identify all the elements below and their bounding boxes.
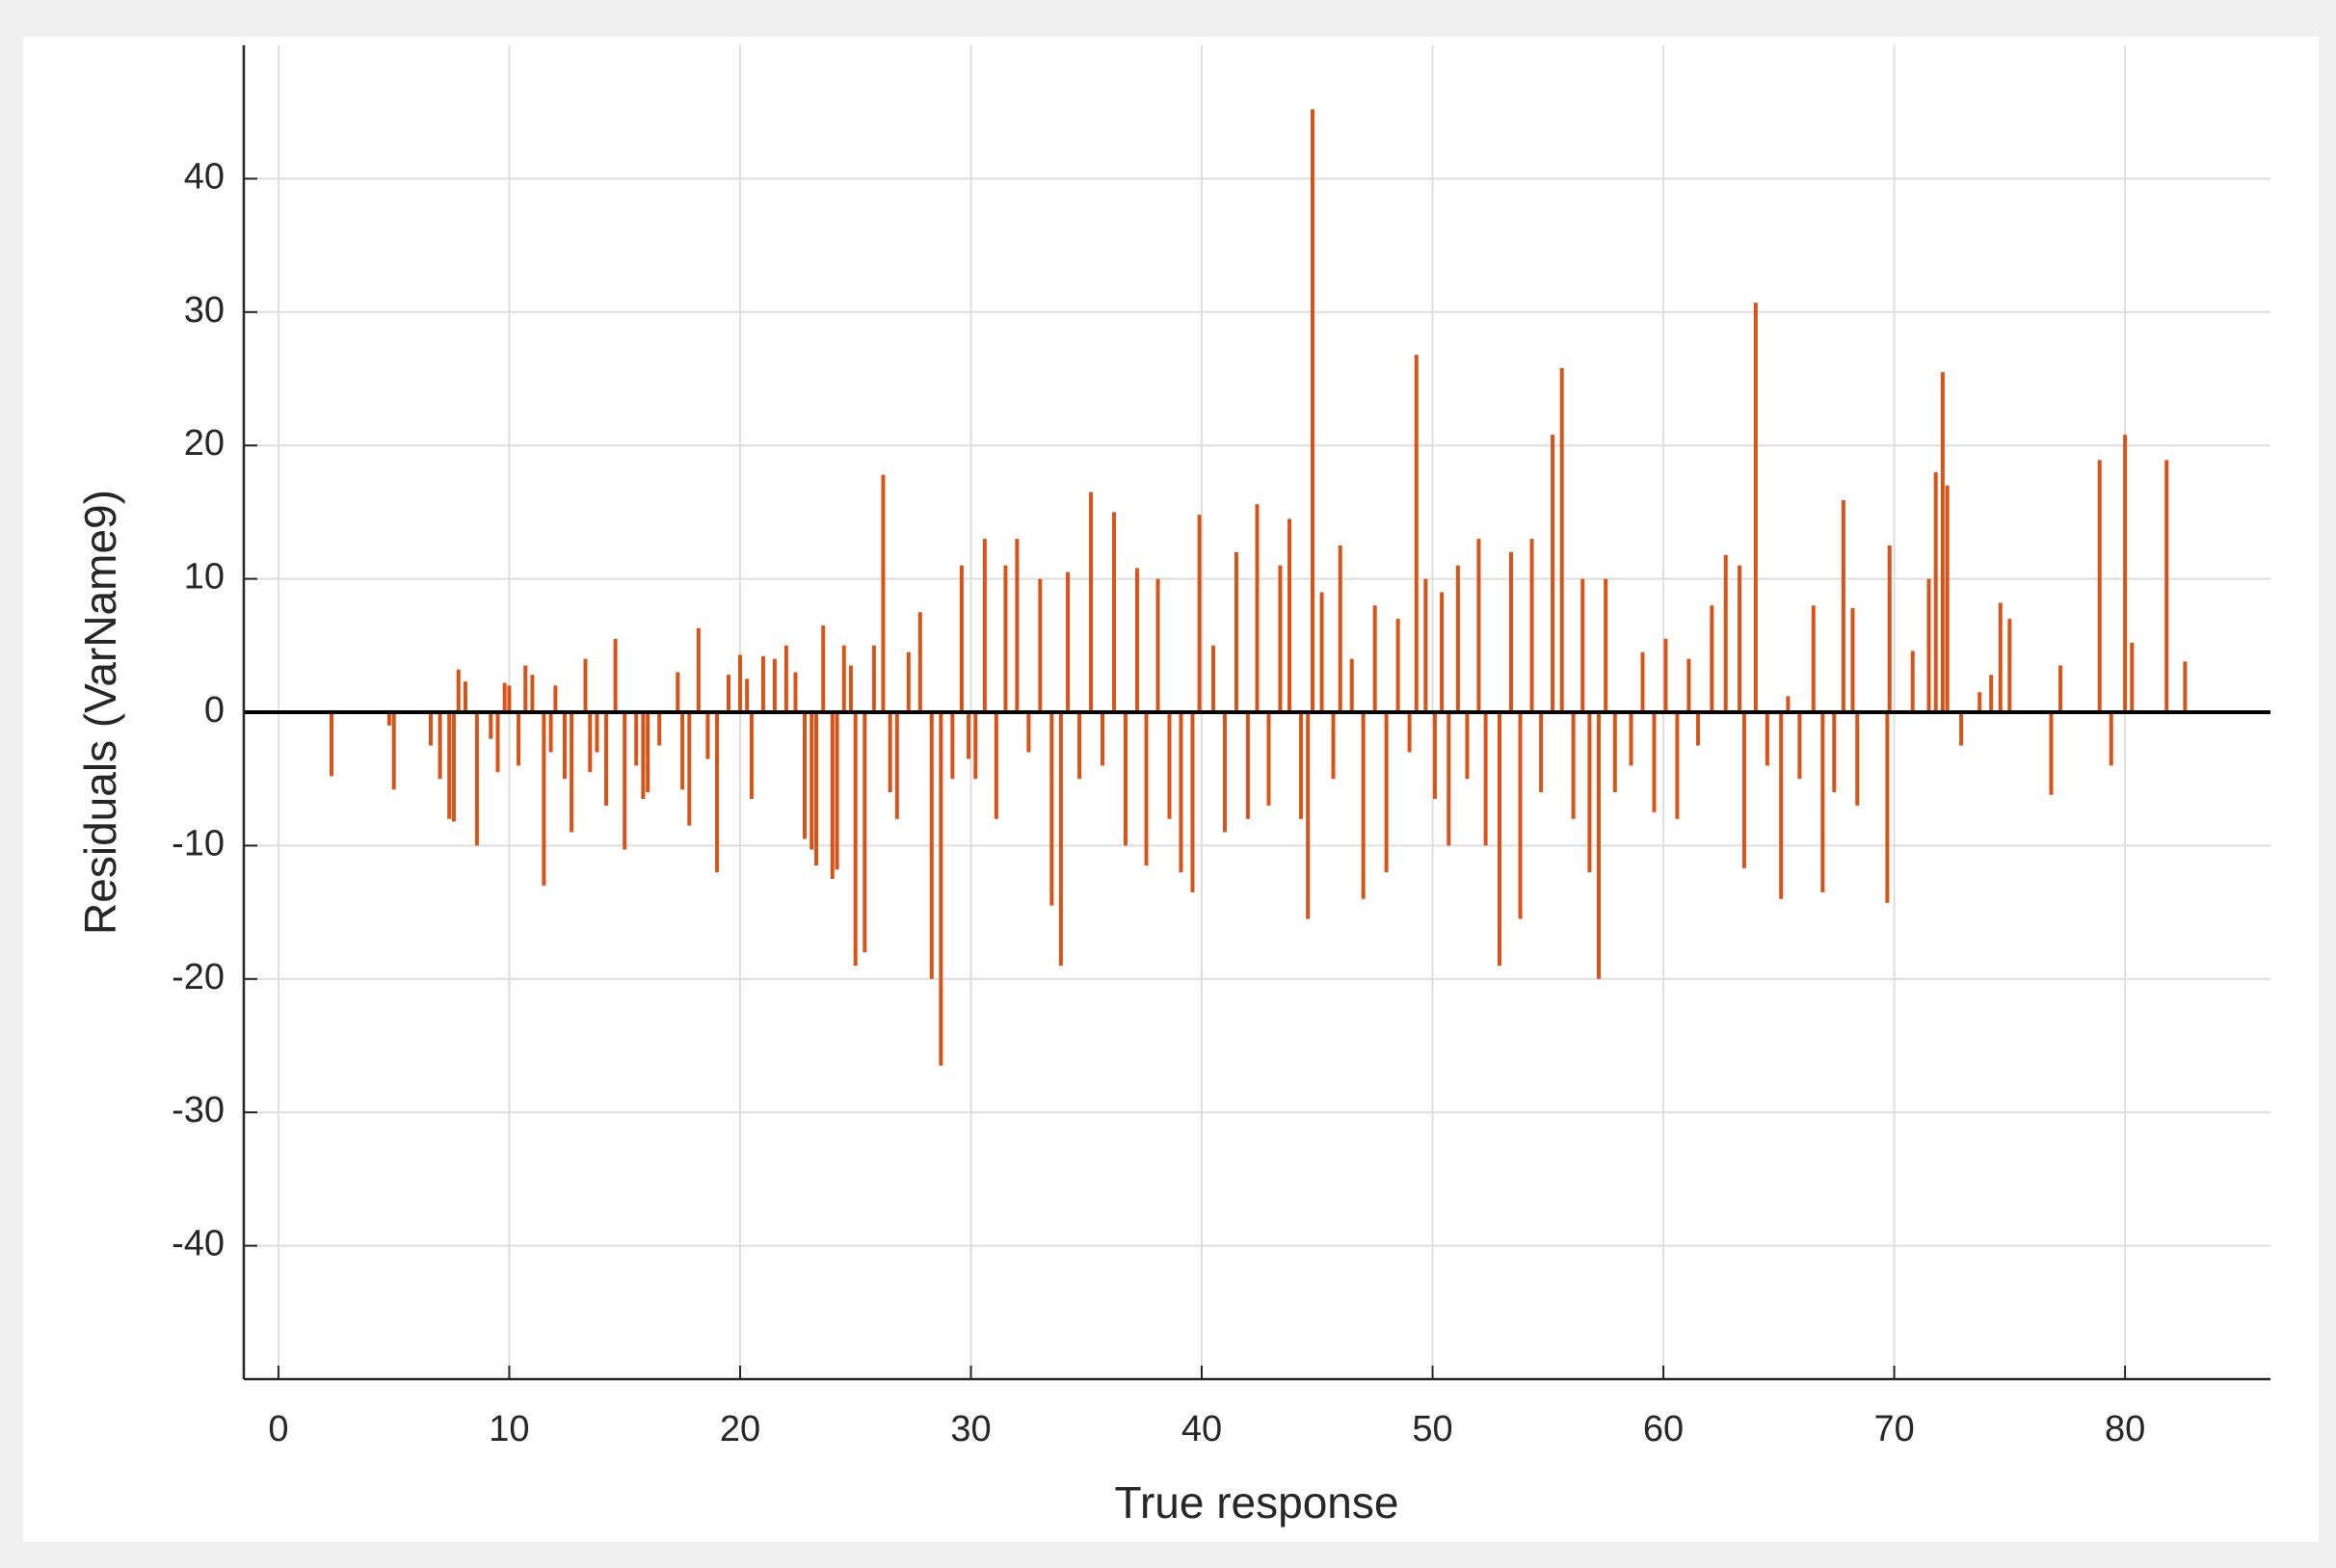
y-tick-label: 20 xyxy=(184,423,225,464)
x-axis-label: True response xyxy=(1115,1477,1399,1528)
y-axis-label: Residuals (VarName9) xyxy=(75,490,125,935)
y-tick-label: -40 xyxy=(172,1224,225,1264)
y-tick-label: -20 xyxy=(172,957,225,997)
x-tick-label: 30 xyxy=(950,1409,991,1449)
y-tick-label: 0 xyxy=(204,690,225,731)
y-tick-label: -30 xyxy=(172,1090,225,1130)
y-tick-label: -10 xyxy=(172,823,225,864)
y-tick-label: 40 xyxy=(184,156,225,197)
x-tick-label: 40 xyxy=(1181,1409,1222,1449)
x-tick-label: 20 xyxy=(720,1409,760,1449)
x-tick-label: 80 xyxy=(2105,1409,2145,1449)
x-tick-label: 50 xyxy=(1412,1409,1452,1449)
x-tick-label: 10 xyxy=(489,1409,529,1449)
x-tick-label: 70 xyxy=(1873,1409,1914,1449)
x-tick-label: 60 xyxy=(1643,1409,1684,1449)
x-tick-label: 0 xyxy=(268,1409,288,1449)
y-tick-label: 10 xyxy=(184,557,225,598)
y-tick-label: 30 xyxy=(184,290,225,331)
